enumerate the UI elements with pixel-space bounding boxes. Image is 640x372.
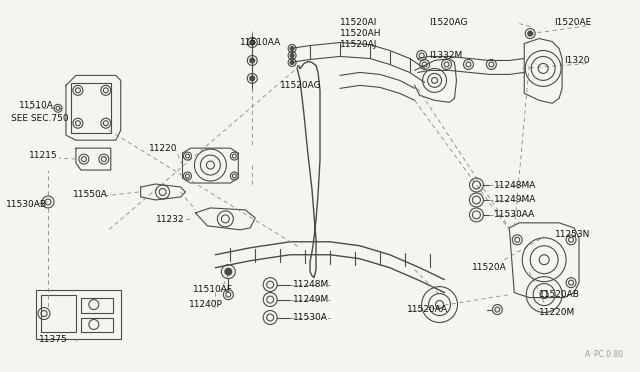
Text: l1320: l1320: [564, 56, 589, 65]
Text: 11520AG: 11520AG: [280, 81, 322, 90]
Text: 11530AB: 11530AB: [6, 201, 47, 209]
Circle shape: [290, 54, 294, 58]
Text: 11520AA: 11520AA: [406, 305, 448, 314]
Circle shape: [290, 61, 294, 64]
Text: 11220M: 11220M: [539, 308, 575, 317]
Bar: [41, 295, 76, 333]
Text: 11520A: 11520A: [472, 263, 507, 272]
Text: 11520AJ: 11520AJ: [340, 40, 378, 49]
Bar: [81, 298, 113, 312]
Text: 11253N: 11253N: [555, 230, 591, 239]
Text: 11520AI: 11520AI: [340, 18, 378, 27]
Text: 11248M: 11248M: [293, 280, 330, 289]
Text: 11232: 11232: [156, 215, 184, 224]
Bar: [36, 290, 121, 339]
Text: 11220: 11220: [148, 144, 177, 153]
Text: l1520AG: l1520AG: [429, 18, 468, 27]
Text: l1520AE: l1520AE: [554, 18, 591, 27]
Circle shape: [290, 46, 294, 51]
Text: 11510AA: 11510AA: [239, 38, 281, 47]
Circle shape: [250, 76, 255, 81]
Text: 11510AF: 11510AF: [193, 285, 232, 294]
Text: 11375: 11375: [38, 335, 67, 344]
Circle shape: [250, 40, 255, 45]
Text: l1332M: l1332M: [429, 51, 463, 60]
Text: 11550A: 11550A: [73, 190, 108, 199]
Text: 11249MA: 11249MA: [494, 195, 537, 205]
Text: A··PC.0.80: A··PC.0.80: [585, 350, 624, 359]
Bar: [81, 318, 113, 333]
Text: 11520AH: 11520AH: [340, 29, 381, 38]
Text: 11530A: 11530A: [293, 313, 328, 322]
Circle shape: [250, 58, 255, 63]
Text: 11240P: 11240P: [189, 300, 222, 309]
Text: 11510A: 11510A: [19, 101, 54, 110]
Text: 11530AA: 11530AA: [494, 211, 536, 219]
Text: SEE SEC.750: SEE SEC.750: [11, 114, 68, 123]
Text: 11215: 11215: [29, 151, 58, 160]
Circle shape: [225, 268, 232, 275]
Text: 11248MA: 11248MA: [494, 180, 537, 189]
Text: 11520AB: 11520AB: [539, 290, 580, 299]
Circle shape: [528, 31, 532, 36]
Text: 11249M: 11249M: [293, 295, 330, 304]
